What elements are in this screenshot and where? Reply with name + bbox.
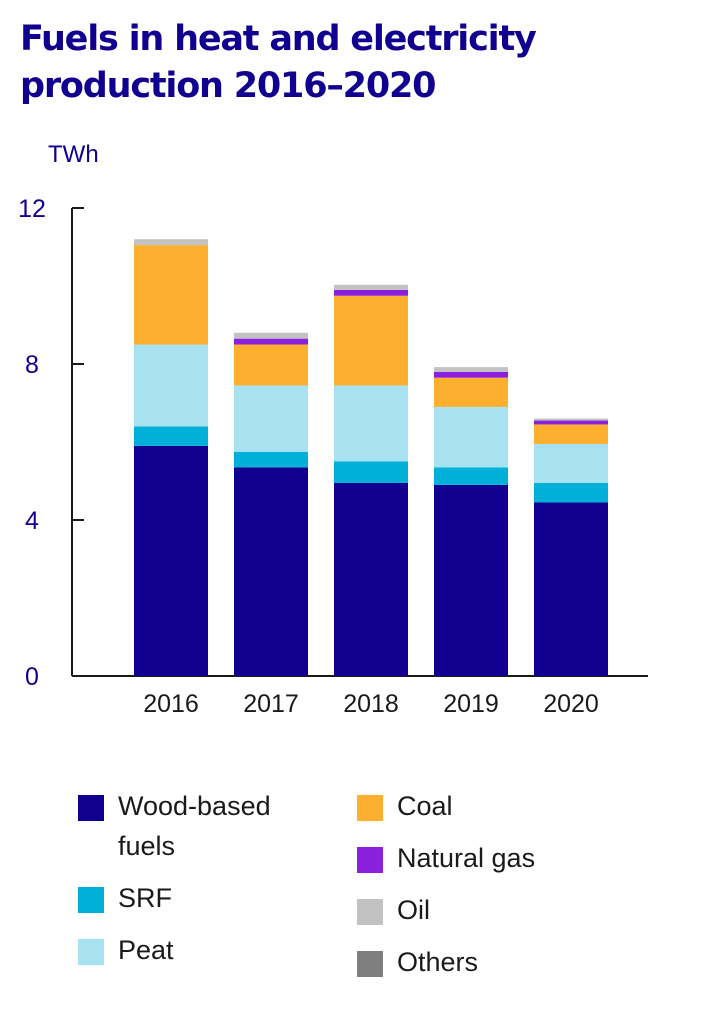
bar-2016-oil: [134, 239, 208, 246]
chart-labels: 0 4 8 12 2016 2017 2018 2019 2020: [18, 195, 599, 718]
bar-2018-natural-gas: [334, 289, 408, 296]
bar-2020-coal: [534, 424, 608, 444]
bar-2020-srf: [534, 482, 608, 503]
chart-bars: [134, 239, 608, 676]
x-tick-label-2018: 2018: [343, 690, 399, 718]
bar-2018-srf: [334, 461, 408, 483]
bar-2017-srf: [234, 451, 308, 468]
chart-title-line-2: production 2016–2020: [20, 66, 436, 106]
bar-2018-wood-based-fuels: [334, 482, 408, 676]
y-tick-label-0: 0: [25, 663, 39, 691]
bar-2019-wood-based-fuels: [434, 484, 508, 676]
chart-title-line-1: Fuels in heat and electricity: [20, 19, 537, 59]
bar-2020-oil: [534, 418, 608, 421]
bar-2017-oil: [234, 332, 308, 339]
y-tick-label-12: 12: [18, 195, 46, 223]
bar-2016-coal: [134, 245, 208, 345]
y-tick-label-8: 8: [25, 351, 39, 379]
bar-2019-coal: [434, 377, 508, 407]
bar-2016-peat: [134, 344, 208, 427]
x-tick-label-2016: 2016: [143, 690, 199, 718]
x-tick-label-2019: 2019: [443, 690, 499, 718]
bar-2017-natural-gas: [234, 338, 308, 345]
bar-2020-peat: [534, 443, 608, 483]
y-axis-unit-label: TWh: [48, 141, 99, 168]
bar-2018-peat: [334, 385, 408, 462]
bar-2020-wood-based-fuels: [534, 502, 608, 676]
y-tick-label-4: 4: [25, 507, 39, 535]
bar-2019-natural-gas: [434, 371, 508, 378]
bar-2016-wood-based-fuels: [134, 445, 208, 676]
bar-2020-natural-gas: [534, 420, 608, 425]
bar-2017-coal: [234, 344, 308, 386]
bar-2017-peat: [234, 385, 308, 452]
chart-title: Fuels in heat and electricity production…: [20, 16, 680, 110]
bar-2019-oil: [434, 367, 508, 372]
bar-2018-coal: [334, 295, 408, 386]
x-tick-label-2017: 2017: [243, 690, 299, 718]
bar-2018-oil: [334, 284, 408, 290]
bar-2019-srf: [434, 467, 508, 485]
x-tick-label-2020: 2020: [543, 690, 599, 718]
bar-2016-srf: [134, 426, 208, 446]
bar-2019-peat: [434, 406, 508, 468]
bar-2017-wood-based-fuels: [234, 467, 308, 676]
